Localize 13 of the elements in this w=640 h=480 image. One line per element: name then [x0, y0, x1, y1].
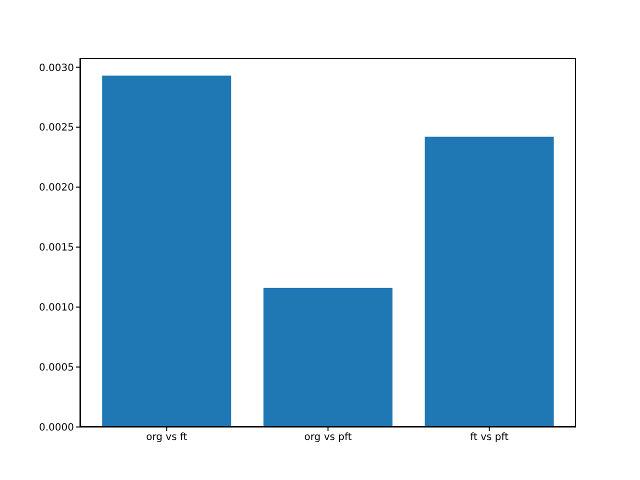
y-tick-label: 0.0000 — [39, 422, 74, 434]
bar — [263, 288, 392, 427]
y-tick-label: 0.0030 — [39, 62, 74, 74]
y-tick-label: 0.0010 — [39, 302, 74, 314]
y-tick-label: 0.0005 — [39, 362, 74, 374]
y-tick-label: 0.0020 — [39, 182, 74, 194]
x-tick-label: ft vs pft — [470, 432, 509, 444]
bar — [424, 136, 554, 427]
y-tick-label: 0.0025 — [39, 122, 74, 134]
x-tick-label: org vs pft — [304, 432, 352, 444]
y-tick-label: 0.0015 — [39, 242, 74, 254]
x-tick-label: org vs ft — [146, 432, 188, 444]
bar — [102, 76, 232, 427]
